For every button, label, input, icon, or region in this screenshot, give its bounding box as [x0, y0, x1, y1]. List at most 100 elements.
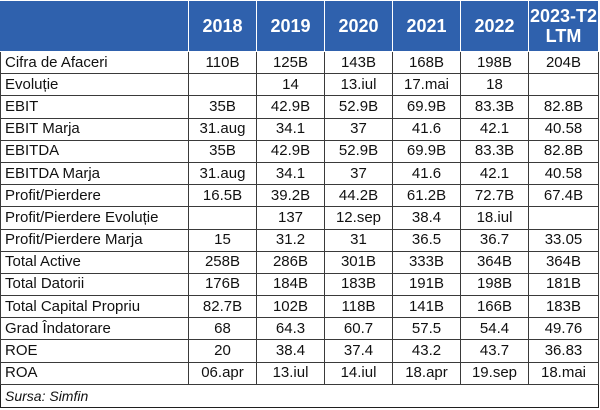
table-cell: 37 — [324, 161, 393, 186]
table-cell: 258B — [188, 250, 257, 274]
table-row: ROE 20 38.4 37.4 43.2 43.7 36.83 — [0, 339, 599, 363]
table-cell: 183B — [324, 272, 393, 297]
table-cell: 41.6 — [392, 161, 461, 186]
table-cell: 168B — [392, 50, 461, 75]
row-label: ROE — [0, 339, 189, 363]
row-label: Total Capital Propriu — [0, 295, 189, 319]
header-year-2019: 2019 — [256, 0, 325, 52]
table-cell: 204B — [528, 50, 599, 75]
row-label: Total Active — [0, 250, 189, 274]
table-cell: 18.apr — [392, 361, 461, 385]
table-cell: 184B — [256, 272, 325, 297]
table-row: Total Active 258B 286B 301B 333B 364B 364B — [0, 250, 599, 274]
table-cell: 333B — [392, 250, 461, 274]
row-label: EBITDA Marja — [0, 161, 189, 186]
table-cell: 35B — [188, 95, 257, 119]
table-cell: 183B — [528, 295, 599, 319]
row-label: Profit/Pierdere Evoluție — [0, 206, 189, 230]
table-row: EBITDA 35B 42.9B 52.9B 69.9B 83.3B 82.8B — [0, 139, 599, 163]
header-blank-cell — [0, 0, 189, 52]
table-row: EBIT Marja 31.aug 34.1 37 41.6 42.1 40.58 — [0, 117, 599, 141]
table-cell: 125B — [256, 50, 325, 75]
row-label: Profit/Pierdere — [0, 184, 189, 208]
header-ltm-line2: LTM — [545, 26, 582, 46]
row-label: Cifra de Afaceri — [0, 50, 189, 75]
table-cell: 364B — [460, 250, 529, 274]
table-cell: 83.3B — [460, 139, 529, 163]
table-cell: 69.9B — [392, 139, 461, 163]
table-cell: 82.7B — [188, 295, 257, 319]
table-cell: 18.mai — [528, 361, 599, 385]
table-cell: 286B — [256, 250, 325, 274]
table-cell — [188, 206, 257, 230]
table-cell: 18 — [460, 73, 529, 97]
source-note: Sursa: Simfin — [0, 383, 599, 408]
table-cell: 37 — [324, 117, 393, 141]
table-cell: 36.83 — [528, 339, 599, 363]
table-row: ROA 06.apr 13.iul 14.iul 18.apr 19.sep 18.mai — [0, 361, 599, 385]
table-cell: 19.sep — [460, 361, 529, 385]
table-cell: 06.apr — [188, 361, 257, 385]
header-year-2022: 2022 — [460, 0, 529, 52]
table-cell: 42.1 — [460, 117, 529, 141]
table-cell: 17.mai — [392, 73, 461, 97]
table-cell: 102B — [256, 295, 325, 319]
table-cell: 52.9B — [324, 95, 393, 119]
table-cell: 110B — [188, 50, 257, 75]
header-year-2021: 2021 — [392, 0, 461, 52]
table-cell: 301B — [324, 250, 393, 274]
table-cell: 36.5 — [392, 228, 461, 252]
row-label: Evoluție — [0, 73, 189, 97]
table-cell: 39.2B — [256, 184, 325, 208]
table-cell: 137 — [256, 206, 325, 230]
table-cell: 34.1 — [256, 161, 325, 186]
row-label: EBIT — [0, 95, 189, 119]
table-row: EBIT 35B 42.9B 52.9B 69.9B 83.3B 82.8B — [0, 95, 599, 119]
table-cell: 34.1 — [256, 117, 325, 141]
source-row: Sursa: Simfin — [0, 383, 599, 408]
table-row: Total Datorii 176B 184B 183B 191B 198B 181B — [0, 272, 599, 297]
table-cell: 33.05 — [528, 228, 599, 252]
header-year-2018: 2018 — [188, 0, 257, 52]
table-cell: 37.4 — [324, 339, 393, 363]
table-cell: 198B — [460, 50, 529, 75]
table-row: Cifra de Afaceri 110B 125B 143B 168B 198B 204B — [0, 50, 599, 75]
table-row: Profit/Pierdere Marja 15 31.2 31 36.5 36.7 33.… — [0, 228, 599, 252]
table-cell: 181B — [528, 272, 599, 297]
table-cell: 57.5 — [392, 317, 461, 341]
table-cell: 67.4B — [528, 184, 599, 208]
table-cell: 31.aug — [188, 117, 257, 141]
table-cell: 14.iul — [324, 361, 393, 385]
table-cell: 31 — [324, 228, 393, 252]
table-cell: 42.1 — [460, 161, 529, 186]
table-cell: 141B — [392, 295, 461, 319]
table-row: Grad Îndatorare 68 64.3 60.7 57.5 54.4 49.76 — [0, 317, 599, 341]
row-label: Total Datorii — [0, 272, 189, 297]
header-ltm: 2023-T2 LTM — [528, 0, 599, 52]
table-cell — [188, 73, 257, 97]
table-cell: 61.2B — [392, 184, 461, 208]
table-row: Profit/Pierdere 16.5B 39.2B 44.2B 61.2B 72.7B… — [0, 184, 599, 208]
table-cell: 69.9B — [392, 95, 461, 119]
table-cell: 143B — [324, 50, 393, 75]
table-cell: 13.iul — [324, 73, 393, 97]
table-row: EBITDA Marja 31.aug 34.1 37 41.6 42.1 40.58 — [0, 161, 599, 186]
row-label: EBITDA — [0, 139, 189, 163]
row-label: ROA — [0, 361, 189, 385]
row-label: Profit/Pierdere Marja — [0, 228, 189, 252]
header-year-2020: 2020 — [324, 0, 393, 52]
table-cell: 31.2 — [256, 228, 325, 252]
table-cell — [528, 73, 599, 97]
table-cell: 191B — [392, 272, 461, 297]
table-row: Total Capital Propriu 82.7B 102B 118B 141B 16… — [0, 295, 599, 319]
table-cell: 40.58 — [528, 117, 599, 141]
table-cell: 43.7 — [460, 339, 529, 363]
row-label: Grad Îndatorare — [0, 317, 189, 341]
table-cell: 12.sep — [324, 206, 393, 230]
table-row: Profit/Pierdere Evoluție 137 12.sep 38.4 18.… — [0, 206, 599, 230]
table-cell: 82.8B — [528, 139, 599, 163]
table-cell: 41.6 — [392, 117, 461, 141]
table-cell: 60.7 — [324, 317, 393, 341]
